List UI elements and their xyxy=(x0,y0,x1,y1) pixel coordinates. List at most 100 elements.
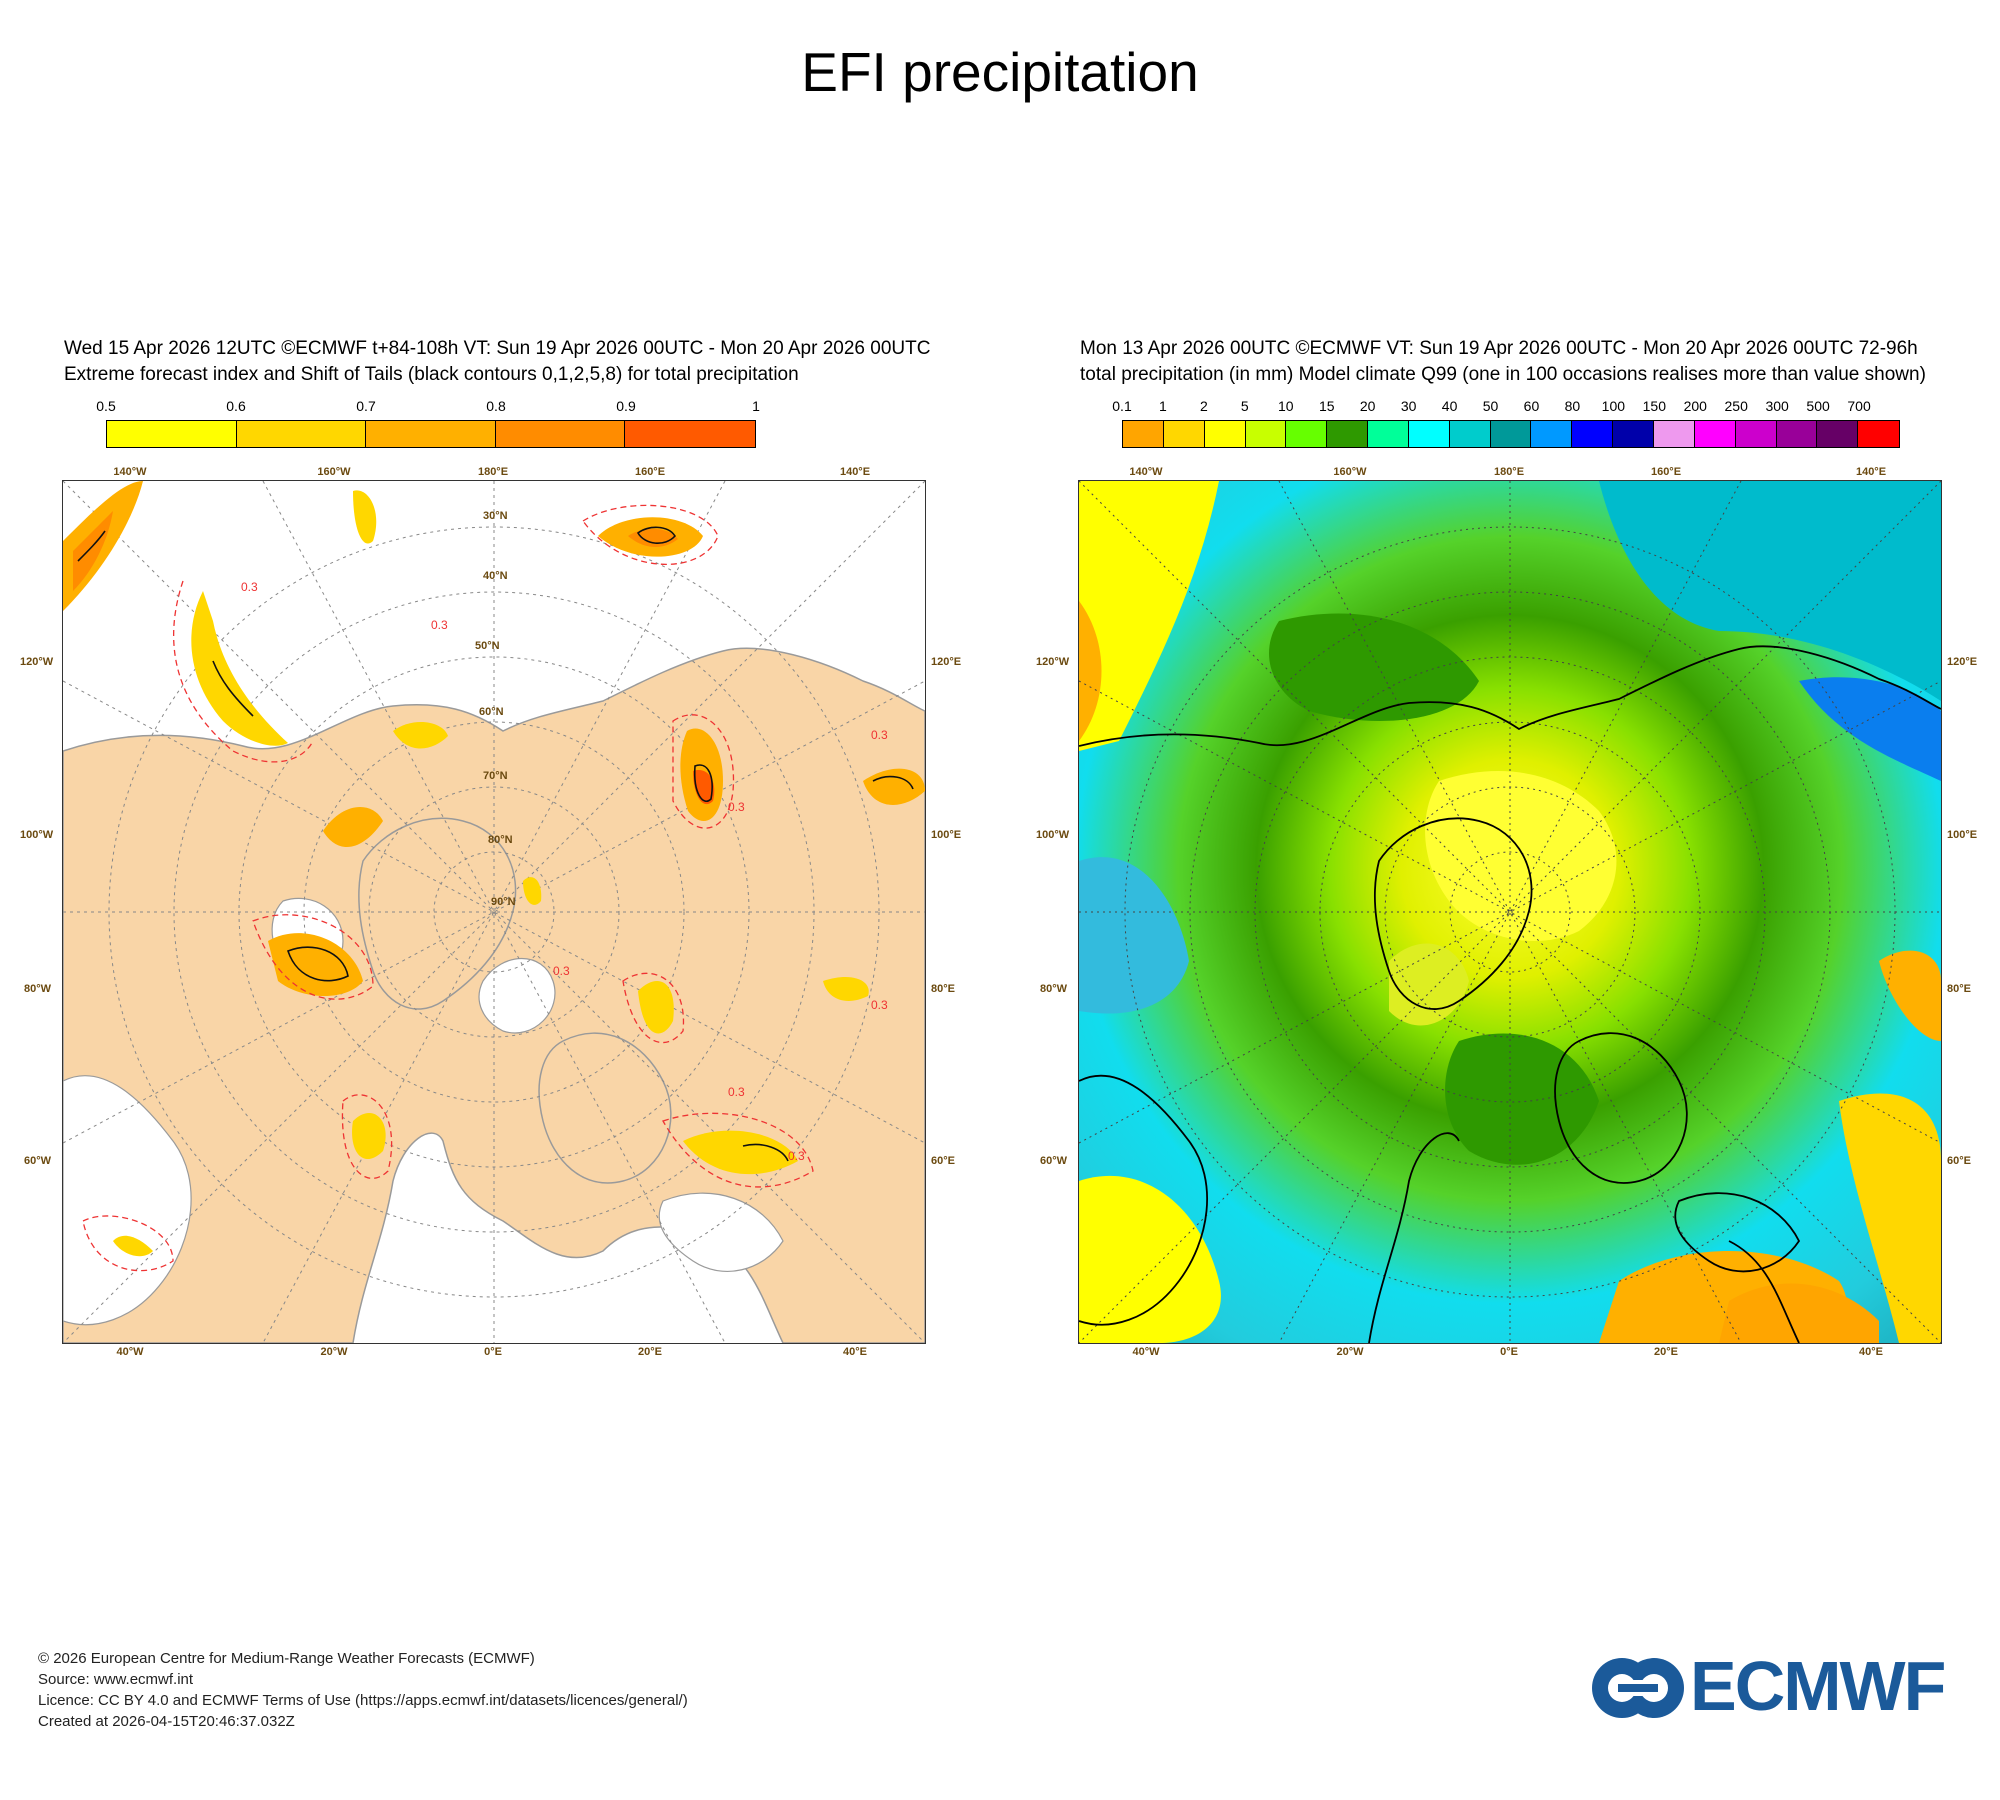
ecmwf-logo-icon xyxy=(1592,1658,1684,1718)
contour-label: 0.3 xyxy=(871,998,888,1012)
colorbar-label: 250 xyxy=(1724,398,1748,414)
lon-label: 160°E xyxy=(634,466,666,478)
contour-label: 0.3 xyxy=(871,728,888,742)
patch-yellow-se xyxy=(1839,1093,1941,1343)
colorbar-label: 20 xyxy=(1359,398,1376,414)
colorbar-swatch xyxy=(1613,421,1654,447)
colorbar-swatch xyxy=(1653,421,1695,447)
efi-blob-sw xyxy=(113,1235,153,1257)
patch-darkgreen-n xyxy=(1269,613,1479,721)
efi-blob-balkans xyxy=(683,1130,798,1175)
lon-label: 140°W xyxy=(113,466,147,478)
colorbar-label: 100 xyxy=(1601,398,1626,414)
lat-label: 40°N xyxy=(483,570,508,582)
colorbar-label: 700 xyxy=(1847,398,1871,414)
efi-blob-scand xyxy=(638,981,674,1034)
lat-labels: 90°N 80°N 70°N 60°N 50°N 40°N 30°N xyxy=(475,510,516,908)
contour-label: 0.3 xyxy=(728,800,745,814)
colorbar-swatch xyxy=(1245,421,1287,447)
colorbar-label: 30 xyxy=(1400,398,1417,414)
colorbar-swatch xyxy=(1858,421,1900,447)
colorbar-swatch xyxy=(1817,421,1859,447)
efi-blob-pole xyxy=(523,877,542,905)
colorbar-label: 150 xyxy=(1642,398,1666,414)
lon-label: 40°E xyxy=(843,1346,867,1358)
lon-side-label: 80°E xyxy=(931,983,955,995)
lon-label: 40°W xyxy=(1132,1346,1160,1358)
lon-label: 160°W xyxy=(317,466,351,478)
contour-label: 0.3 xyxy=(431,618,448,632)
right-colorbar: 0.1 1 2 5 10 15 20 30 40 50 60 80 100 150 200 250 300 500… xyxy=(1112,398,1900,448)
lat-label: 80°N xyxy=(488,834,513,846)
footer-source: Source: www.ecmwf.int xyxy=(38,1671,194,1688)
efi-blob-siberia-core xyxy=(693,770,715,805)
colorbar-swatch xyxy=(1368,421,1409,447)
right-header-line1: Mon 13 Apr 2026 00UTC ©ECMWF VT: Sun 19 … xyxy=(1080,338,1918,359)
lon-side-label: 120°W xyxy=(20,656,54,668)
lon-label: 40°E xyxy=(1859,1346,1883,1358)
lon-side-label: 120°W xyxy=(1036,656,1070,668)
colorbar-swatch xyxy=(1776,421,1818,447)
colorbar-label: 2 xyxy=(1199,398,1208,414)
land-greenland xyxy=(358,817,517,1010)
colorbar-label: 50 xyxy=(1482,398,1499,414)
colorbar-label: 60 xyxy=(1523,398,1540,414)
lon-side-label: 100°E xyxy=(1947,829,1978,841)
lon-label: 0°E xyxy=(484,1346,502,1358)
left-efi-map: 0.3 0.3 0.3 0.3 0.3 0.3 0.3 0.3 90°N 80°… xyxy=(62,480,926,1344)
patch-yellow-sw xyxy=(1079,1175,1221,1343)
lon-side-label: 60°E xyxy=(1947,1155,1971,1167)
left-header-line2: Extreme forecast index and Shift of Tail… xyxy=(64,364,799,385)
colorbar-swatch xyxy=(1735,421,1777,447)
lon-side-label: 120°E xyxy=(1947,656,1978,668)
colorbar-swatch xyxy=(1163,421,1205,447)
efi-contours-0-3 xyxy=(82,504,814,1272)
contour-label: 0.3 xyxy=(241,580,258,594)
colorbar-swatch xyxy=(1490,421,1532,447)
colorbar-label: 1 xyxy=(752,398,760,414)
sot-contours xyxy=(77,526,914,1162)
efi-blob-nw-core xyxy=(73,511,113,591)
lon-side-label: 80°W xyxy=(24,983,52,995)
lon-side-label: 80°W xyxy=(1040,983,1068,995)
patch-blue-ne xyxy=(1799,677,1941,781)
right-map-svg xyxy=(1079,481,1941,1343)
efi-blob-atlantic xyxy=(352,1112,386,1160)
coastlines xyxy=(1079,645,1941,1343)
patch-teal-w xyxy=(1079,857,1189,1014)
lon-side-label: 120°E xyxy=(931,656,962,668)
colorbar-swatch xyxy=(107,421,237,447)
right-panel-header: Mon 13 Apr 2026 00UTC ©ECMWF VT: Sun 19 … xyxy=(1080,336,1926,388)
lat-label: 50°N xyxy=(475,640,500,652)
lon-label: 160°E xyxy=(1650,466,1682,478)
mediterranean-sea xyxy=(658,1192,784,1272)
patch-orange-nw xyxy=(1079,601,1102,741)
contour-label: 0.3 xyxy=(553,964,570,978)
lon-label: 20°E xyxy=(638,1346,662,1358)
lon-label: 160°W xyxy=(1333,466,1367,478)
contour-label: 0.3 xyxy=(788,1149,805,1163)
colorbar-label: 300 xyxy=(1765,398,1789,414)
colorbar-swatch xyxy=(1123,421,1164,447)
ecmwf-logo: ECMWF xyxy=(1590,1647,1970,1730)
lon-label: 20°E xyxy=(1654,1346,1678,1358)
colorbar-swatch xyxy=(1449,421,1491,447)
right-colorbar-swatches xyxy=(1122,420,1900,448)
colorbar-swatch xyxy=(1694,421,1736,447)
contour-label: 0.3 xyxy=(728,1085,745,1099)
lat-label: 90°N xyxy=(491,896,516,908)
patch-darkgreen-europe xyxy=(1445,1033,1599,1165)
lon-label: 180°E xyxy=(477,466,509,478)
page-title: EFI precipitation xyxy=(801,41,1199,103)
left-colorbar: 0.5 0.6 0.7 0.8 0.9 1 xyxy=(96,398,760,448)
colorbar-label: 0.9 xyxy=(616,398,636,414)
colorbar-label: 10 xyxy=(1277,398,1294,414)
lon-side-label: 60°W xyxy=(24,1155,52,1167)
colorbar-swatch xyxy=(1286,421,1328,447)
lon-side-label: 100°W xyxy=(1036,829,1070,841)
lon-label: 140°E xyxy=(839,466,871,478)
colorbar-label: 500 xyxy=(1806,398,1830,414)
patch-yellow-nw xyxy=(1079,481,1219,751)
footer-licence: Licence: CC BY 4.0 and ECMWF Terms of Us… xyxy=(38,1692,688,1709)
efi-blob-canada xyxy=(393,721,448,749)
